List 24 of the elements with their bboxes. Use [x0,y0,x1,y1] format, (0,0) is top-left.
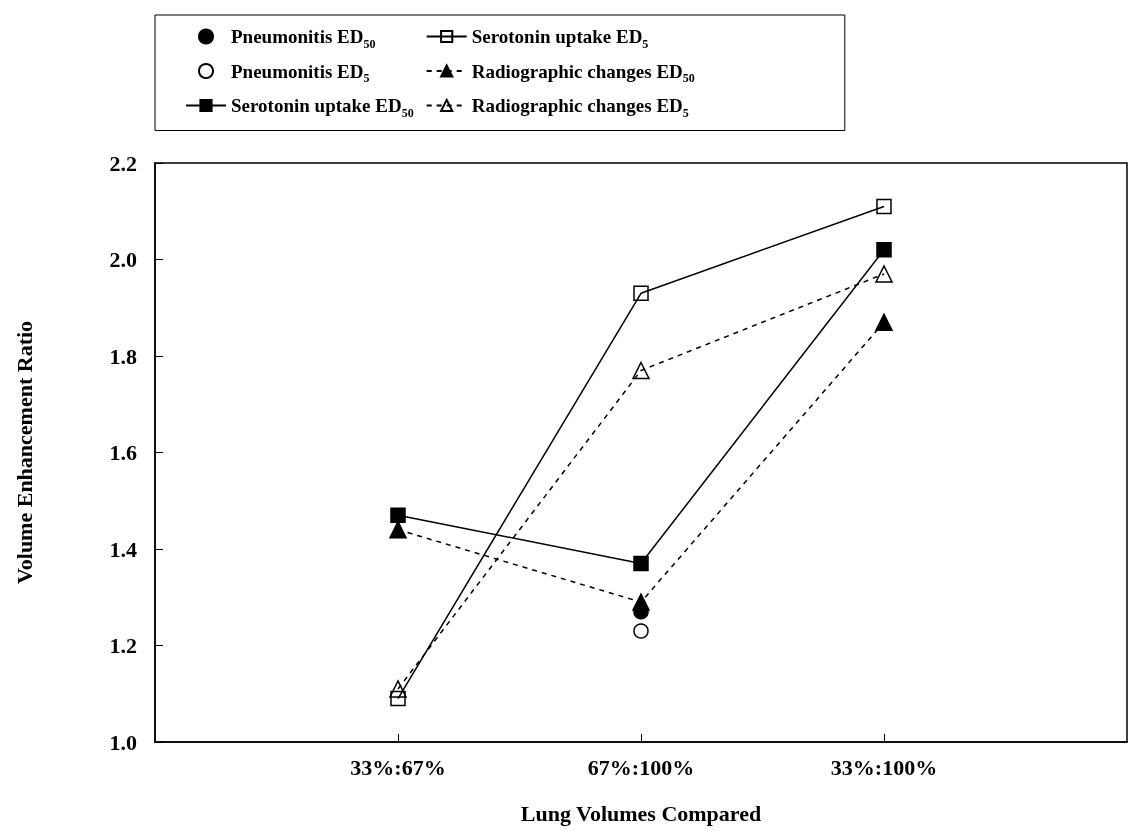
y-tick-label: 2.2 [109,150,137,176]
y-tick-label: 1.6 [109,440,137,465]
point [633,285,649,302]
x-tick-label: 33%:67% [350,754,446,780]
point [633,623,649,639]
point [390,507,406,523]
x-axis-title: Lung Volumes Compared [520,800,762,826]
x-tick-label: 33%:100% [830,754,938,780]
point [876,242,892,258]
x-tick-label: 67%:100% [587,754,695,780]
y-tick-label: 1.2 [109,633,137,658]
y-tick-label: 1.4 [109,536,137,562]
point [390,690,406,707]
y-axis-title: Volume Enhancement Ratio [11,320,37,585]
point [632,593,650,611]
point [875,313,893,331]
y-tick-label: 1.0 [109,729,137,755]
y-tick-label: 2.0 [109,247,137,272]
point [876,198,892,215]
point [389,680,407,698]
point [633,555,649,572]
point [632,361,650,380]
point [875,265,893,283]
y-tick-label: 1.8 [109,343,137,369]
